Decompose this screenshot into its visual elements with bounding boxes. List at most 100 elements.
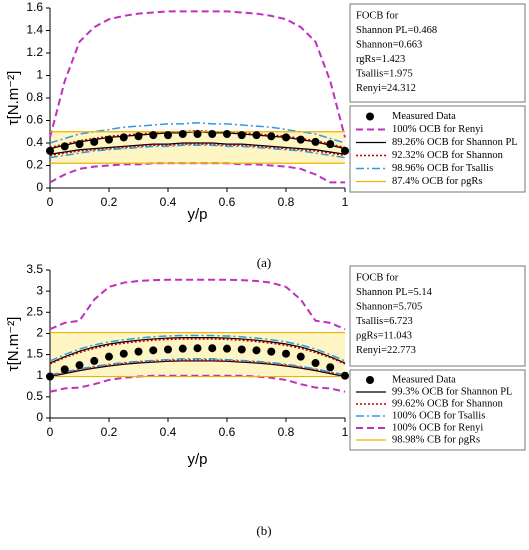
bound-line xyxy=(49,143,346,157)
y-tick-label: 2 xyxy=(36,326,43,340)
y-tick-label: 0.2 xyxy=(26,158,43,172)
legend-box xyxy=(349,105,526,193)
note-line: FOCB for xyxy=(356,272,399,283)
bound-line xyxy=(49,338,346,365)
bound-line xyxy=(49,162,345,184)
data-point xyxy=(119,349,128,358)
data-point xyxy=(296,352,305,361)
x-tick-label: 1 xyxy=(342,425,349,439)
data-point xyxy=(46,372,54,381)
x-axis-label: y/p xyxy=(187,451,207,468)
note-line: ρgRs=11.043 xyxy=(356,330,412,341)
data-point xyxy=(46,146,54,155)
y-tick-label: 0.6 xyxy=(26,113,43,127)
data-point xyxy=(252,346,261,355)
band-fill xyxy=(50,332,345,377)
legend-label: 98.98% CB for ρgRs xyxy=(392,434,480,445)
bound-line xyxy=(49,278,346,331)
data-point xyxy=(149,346,158,355)
legend-label: 87.4% OCB for ρgRs xyxy=(392,176,482,187)
data-point xyxy=(223,344,231,353)
x-tick-label: 0.4 xyxy=(160,195,177,209)
bound-line xyxy=(49,10,346,138)
y-tick-label: 1.4 xyxy=(26,23,43,37)
data-point xyxy=(208,344,217,353)
bound-line xyxy=(49,144,346,159)
notes-box xyxy=(349,265,526,367)
data-point xyxy=(164,131,172,140)
data-point xyxy=(311,137,320,146)
data-point xyxy=(134,347,143,356)
x-tick-label: 0.8 xyxy=(278,425,295,439)
y-tick-label: 2.5 xyxy=(26,304,43,318)
data-point xyxy=(326,363,335,372)
bound-line xyxy=(49,359,346,377)
legend-box xyxy=(349,369,526,451)
y-tick-label: 3.5 xyxy=(26,262,43,276)
legend-label: Measured Data xyxy=(392,111,456,122)
legend-label: 99.3% OCB for Shannon PL xyxy=(392,386,512,397)
note-line: rgRs=1.423 xyxy=(356,54,405,65)
data-point xyxy=(252,131,261,140)
y-tick-label: 0.8 xyxy=(26,90,43,104)
y-tick-label: 1.5 xyxy=(26,347,43,361)
x-tick-label: 1 xyxy=(342,195,349,209)
bound-line xyxy=(49,358,346,376)
y-tick-label: 0 xyxy=(36,410,43,424)
x-tick-label: 0.4 xyxy=(160,425,177,439)
note-line: FOCB for xyxy=(356,10,399,21)
bound-line xyxy=(49,334,346,362)
legend-label: 100% OCB for Tsallis xyxy=(392,410,485,421)
note-line: Shannon PL=0.468 xyxy=(356,25,437,36)
legend-label: 100% OCB for Renyi xyxy=(392,124,483,135)
x-tick-label: 0.6 xyxy=(219,195,236,209)
bound-line xyxy=(49,360,346,378)
data-point xyxy=(282,133,290,142)
data-point xyxy=(267,347,276,356)
y-tick-label: 1 xyxy=(36,368,43,382)
data-point xyxy=(178,344,187,353)
data-point xyxy=(119,133,128,142)
x-tick-label: 0.6 xyxy=(219,425,236,439)
y-tick-label: 1 xyxy=(36,68,43,82)
data-point xyxy=(60,365,69,374)
data-point xyxy=(237,131,246,140)
bound-line xyxy=(49,337,346,364)
data-point xyxy=(237,345,246,354)
data-point xyxy=(105,135,113,144)
x-axis-label: y/p xyxy=(187,206,207,223)
legend-marker xyxy=(366,112,374,121)
x-tick-label: 0.2 xyxy=(101,425,118,439)
y-tick-label: 3 xyxy=(36,283,43,297)
caption: (b) xyxy=(256,523,271,538)
data-point xyxy=(105,352,113,361)
note-line: Shannon=5.705 xyxy=(356,301,422,312)
legend-label: 100% OCB for Renyi xyxy=(392,422,483,433)
note-line: Renyi=24.312 xyxy=(356,83,416,94)
x-tick-label: 0 xyxy=(47,195,54,209)
note-line: Shannon=0.663 xyxy=(356,39,422,50)
note-line: Tsallis=6.723 xyxy=(356,316,413,327)
data-point xyxy=(296,135,305,144)
notes-box xyxy=(349,3,526,103)
data-point xyxy=(223,130,231,138)
data-point xyxy=(311,359,320,368)
data-point xyxy=(208,130,217,138)
caption: (a) xyxy=(257,255,271,270)
data-point xyxy=(341,371,349,380)
data-point xyxy=(75,140,84,149)
data-point xyxy=(90,137,99,146)
y-axis-label: τ[N.m⁻²] xyxy=(5,317,22,372)
x-tick-label: 0 xyxy=(47,425,54,439)
data-point xyxy=(75,361,84,370)
bound-line xyxy=(49,374,346,393)
legend-label: 89.26% OCB for Shannon PL xyxy=(392,137,518,148)
data-point xyxy=(60,142,69,151)
data-point xyxy=(193,344,202,353)
data-point xyxy=(164,345,172,354)
data-point xyxy=(90,356,99,365)
y-tick-label: 1.6 xyxy=(26,0,43,14)
x-tick-label: 0.2 xyxy=(101,195,118,209)
bound-line xyxy=(49,142,346,155)
data-point xyxy=(341,146,349,155)
